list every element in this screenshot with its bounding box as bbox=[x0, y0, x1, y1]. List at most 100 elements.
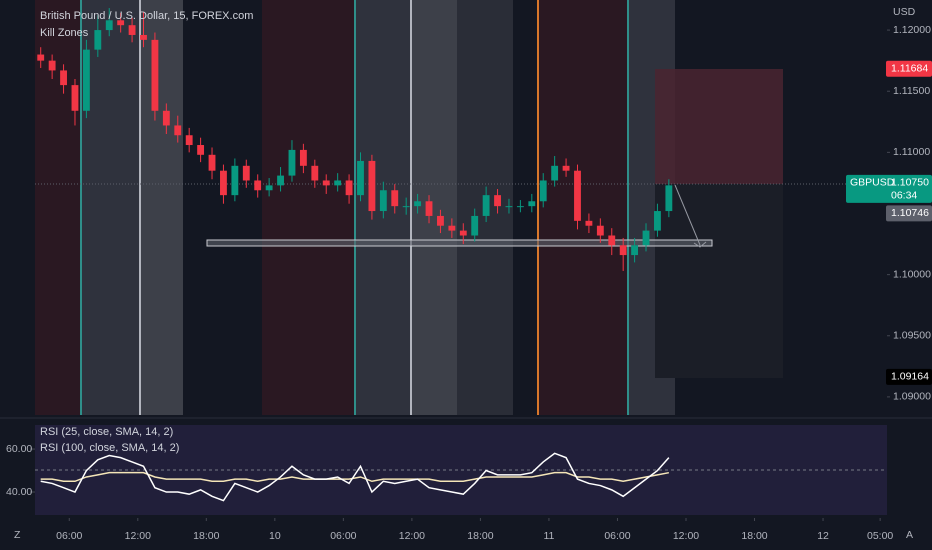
candle-body bbox=[619, 245, 627, 256]
support-box[interactable] bbox=[206, 239, 713, 247]
candle-body bbox=[311, 165, 319, 181]
candle-body bbox=[665, 185, 673, 212]
y-tick-label: 1.11000 bbox=[893, 146, 930, 158]
projection-arrow bbox=[674, 184, 701, 246]
candle-body bbox=[654, 211, 661, 231]
candle-body bbox=[220, 170, 227, 196]
rsi-pane: 60.00 40.00 bbox=[6, 443, 887, 502]
zone bbox=[410, 0, 457, 415]
arrow-head bbox=[693, 241, 707, 248]
candle-body bbox=[254, 180, 262, 191]
candle-body bbox=[539, 180, 547, 202]
candle-body bbox=[516, 206, 524, 208]
y-tick-label: 1.10000 bbox=[893, 268, 931, 280]
x-tick-label: 06:00 bbox=[330, 530, 356, 542]
candle-body bbox=[174, 125, 182, 136]
chart-title: British Pound / U.S. Dollar, 15, FOREX.c… bbox=[40, 10, 253, 22]
last-label: 1.10750 bbox=[891, 177, 929, 189]
candle-body bbox=[494, 195, 501, 207]
rsi-tick-label: 40.00 bbox=[6, 486, 32, 498]
zone bbox=[262, 0, 355, 415]
x-tick-label: 12:00 bbox=[399, 530, 425, 542]
candle-body bbox=[357, 160, 364, 196]
rsi-tick-label: 60.00 bbox=[6, 443, 32, 455]
y-tick-label: 1.11500 bbox=[893, 85, 930, 97]
candle-body bbox=[71, 85, 79, 111]
candle-body bbox=[140, 34, 147, 40]
legend-entry: RSI (100, close, SMA, 14, 2) bbox=[40, 442, 179, 454]
x-tick-label: 05:00 bbox=[867, 530, 893, 542]
candle-body bbox=[265, 185, 273, 191]
candle-body bbox=[596, 225, 604, 236]
x-tick-label: 06:00 bbox=[604, 530, 630, 542]
candle-body bbox=[60, 70, 67, 86]
candle-body bbox=[128, 25, 136, 35]
candle-body bbox=[151, 39, 159, 111]
candle-body bbox=[459, 230, 467, 236]
candle-body bbox=[562, 165, 570, 171]
target-label: 1.11684 bbox=[891, 62, 928, 74]
candle-body bbox=[528, 201, 536, 207]
candle-body bbox=[345, 180, 353, 196]
legend-entry: RSI (25, close, SMA, 14, 2) bbox=[40, 426, 173, 438]
zone bbox=[140, 0, 183, 415]
candle-body bbox=[94, 30, 102, 50]
position-tool[interactable] bbox=[655, 69, 783, 378]
candle-body bbox=[437, 215, 444, 226]
risk-zone[interactable] bbox=[655, 69, 783, 184]
candle-body bbox=[414, 201, 422, 207]
candle-body bbox=[208, 154, 216, 171]
x-tick-label: 06:00 bbox=[56, 530, 82, 542]
candle-body bbox=[322, 180, 330, 186]
zone bbox=[35, 0, 81, 415]
currency-label: USD bbox=[893, 6, 916, 18]
candles bbox=[37, 8, 673, 271]
candle-body bbox=[425, 201, 433, 216]
x-tick-label: 18:00 bbox=[193, 530, 219, 542]
candle-body bbox=[608, 235, 616, 246]
candle-body bbox=[299, 149, 307, 166]
symbol-label: GBPUSD bbox=[850, 177, 895, 189]
rsi-line bbox=[40, 452, 670, 502]
y-tick-label: 1.09000 bbox=[893, 391, 931, 403]
candle-body bbox=[82, 49, 90, 111]
stop-label: 1.09164 bbox=[891, 371, 929, 383]
candle-body bbox=[105, 20, 113, 31]
target-tag bbox=[886, 60, 932, 77]
bid-label: 1.10746 bbox=[891, 207, 929, 219]
candle-body bbox=[277, 175, 284, 186]
candle-body bbox=[162, 110, 170, 126]
candle-body bbox=[551, 165, 559, 181]
auto-button[interactable]: A bbox=[906, 529, 913, 541]
candle-body bbox=[642, 230, 650, 246]
bid-tag bbox=[886, 205, 932, 222]
x-tick-label: 12:00 bbox=[673, 530, 699, 542]
stop-tag bbox=[886, 368, 932, 385]
countdown-label: 06:34 bbox=[891, 190, 917, 202]
x-tick-label: 18:00 bbox=[741, 530, 767, 542]
z-button[interactable]: Z bbox=[14, 529, 21, 541]
candle-body bbox=[402, 206, 410, 208]
candle-body bbox=[197, 145, 205, 155]
x-tick-label: 11 bbox=[543, 530, 554, 542]
candle-body bbox=[379, 190, 387, 212]
candle-body bbox=[482, 195, 490, 216]
candle-body bbox=[231, 165, 239, 196]
rsi-line bbox=[40, 471, 669, 483]
candle-body bbox=[585, 220, 593, 226]
reward-zone[interactable] bbox=[655, 184, 783, 378]
candle-body bbox=[471, 215, 479, 236]
candle-body bbox=[117, 20, 125, 26]
y-tick-label: 1.09500 bbox=[893, 330, 931, 342]
zone bbox=[81, 0, 140, 415]
zone bbox=[537, 0, 628, 415]
candle-body bbox=[391, 190, 399, 207]
candle-body bbox=[334, 180, 342, 186]
candle-body bbox=[505, 206, 513, 208]
candle-body bbox=[368, 160, 376, 212]
candle-body bbox=[288, 149, 296, 176]
candle-body bbox=[48, 60, 56, 71]
x-tick-label: 10 bbox=[269, 530, 281, 542]
indicator-name: Kill Zones bbox=[40, 27, 89, 39]
